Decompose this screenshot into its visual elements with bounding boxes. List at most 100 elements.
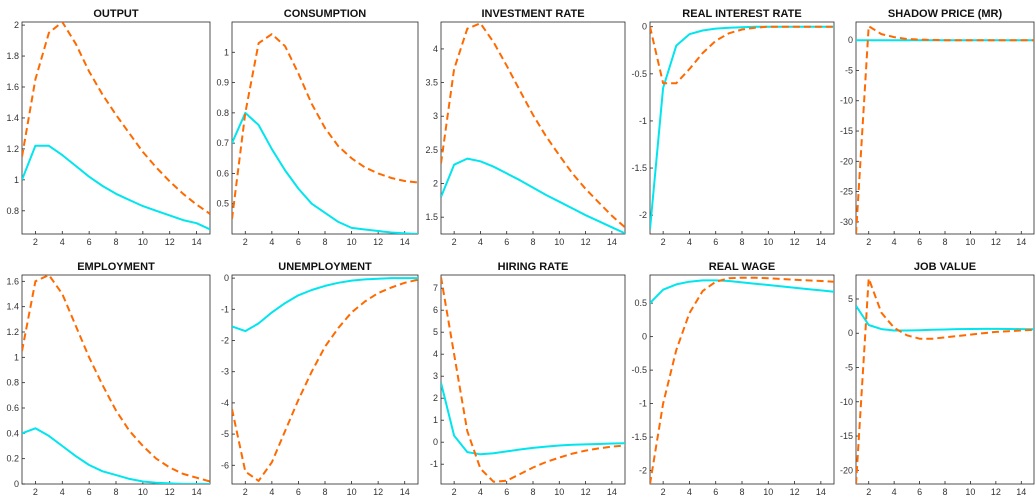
y-tick-label: 0.8	[6, 206, 19, 216]
y-tick-label: -4	[221, 398, 229, 408]
x-tick-label: 14	[1016, 487, 1026, 497]
y-tick-label: 1	[14, 352, 19, 362]
panel-title: CONSUMPTION	[284, 8, 367, 20]
y-tick-label: 0	[14, 479, 19, 489]
x-tick-label: 10	[763, 237, 773, 247]
series-line-solid	[650, 279, 834, 304]
y-tick-label: 0	[642, 22, 647, 32]
y-tick-label: -5	[845, 65, 853, 75]
y-tick-label: -30	[840, 217, 853, 227]
panel-title: HIRING RATE	[498, 261, 569, 273]
series-line-dashed	[232, 33, 418, 220]
panel-title: INVESTMENT RATE	[481, 8, 584, 20]
series-line-solid	[232, 111, 418, 234]
x-tick-label: 6	[504, 237, 509, 247]
y-tick-label: -5	[221, 429, 229, 439]
y-tick-label: 0.6	[6, 403, 19, 413]
axes-frame	[855, 274, 1035, 485]
y-tick-label: -0.5	[631, 365, 647, 375]
y-tick-label: -20	[840, 465, 853, 475]
y-tick-label: 0	[848, 35, 853, 45]
series-line-solid	[856, 305, 1034, 332]
panel-title: SHADOW PRICE (MR)	[888, 8, 1003, 20]
y-tick-label: 0	[224, 273, 229, 283]
y-tick-label: -1	[430, 459, 438, 469]
series-line-dashed	[856, 277, 1034, 484]
x-tick-label: 10	[965, 487, 975, 497]
y-tick-label: 1.6	[6, 82, 19, 92]
x-tick-label: 10	[138, 237, 148, 247]
y-tick-label: 0.4	[6, 428, 19, 438]
y-tick-label: 2	[433, 179, 438, 189]
x-tick-label: 2	[866, 487, 871, 497]
panel-6: UNEMPLOYMENT 2 4 6 8 10 12 14 -6 -5 -4 -3 -2 -1 0	[221, 261, 419, 497]
y-tick-label: -1.5	[631, 163, 647, 173]
x-tick-label: 2	[243, 487, 248, 497]
y-tick-label: 0.5	[216, 199, 229, 209]
y-tick-label: -15	[840, 431, 853, 441]
x-tick-label: 2	[866, 237, 871, 247]
panel-title: REAL INTEREST RATE	[682, 8, 801, 20]
x-tick-label: 4	[60, 237, 65, 247]
y-tick-label: -1	[639, 399, 647, 409]
x-tick-label: 6	[713, 237, 718, 247]
y-tick-label: 6	[433, 305, 438, 315]
x-tick-label: 14	[400, 237, 410, 247]
y-tick-label: 2	[14, 20, 19, 30]
x-tick-label: 2	[33, 237, 38, 247]
panel-2: INVESTMENT RATE 2 4 6 8 10 12 14 1.5 2 2.5 3 3.5 4	[425, 8, 626, 247]
x-tick-label: 2	[243, 237, 248, 247]
series-line-solid	[650, 25, 834, 230]
y-tick-label: 0	[848, 328, 853, 338]
y-tick-label: 1.8	[6, 51, 19, 61]
y-tick-label: 1.5	[425, 212, 438, 222]
x-tick-label: 8	[530, 237, 535, 247]
x-tick-label: 12	[165, 237, 175, 247]
y-tick-label: 7	[433, 283, 438, 293]
x-tick-label: 6	[713, 487, 718, 497]
x-tick-label: 12	[581, 237, 591, 247]
x-tick-label: 10	[554, 487, 564, 497]
panel-title: OUTPUT	[93, 8, 139, 20]
series-line-solid	[22, 144, 210, 231]
x-tick-label: 10	[347, 237, 357, 247]
x-tick-label: 4	[478, 487, 483, 497]
series-line-dashed	[22, 22, 210, 215]
y-tick-label: -10	[840, 397, 853, 407]
y-tick-label: 5	[433, 327, 438, 337]
x-tick-label: 8	[113, 237, 118, 247]
y-tick-label: 3	[433, 111, 438, 121]
panel-title: UNEMPLOYMENT	[278, 261, 372, 273]
x-tick-label: 12	[373, 237, 383, 247]
y-tick-label: -1	[639, 116, 647, 126]
x-tick-label: 8	[942, 487, 947, 497]
y-tick-label: 0	[433, 437, 438, 447]
y-tick-label: 0.6	[216, 168, 229, 178]
panel-4: SHADOW PRICE (MR) 2 4 6 8 10 12 14 -30 -25 -20 -15 -…	[840, 8, 1035, 247]
x-tick-label: 14	[400, 487, 410, 497]
y-tick-label: 0.8	[6, 378, 19, 388]
y-tick-label: -1.5	[631, 432, 647, 442]
y-tick-label: 0.9	[216, 78, 229, 88]
x-tick-label: 8	[739, 487, 744, 497]
series-line-dashed	[22, 275, 210, 483]
x-tick-label: 10	[965, 237, 975, 247]
y-tick-label: 0.8	[216, 108, 229, 118]
x-tick-label: 2	[33, 487, 38, 497]
x-tick-label: 4	[892, 487, 897, 497]
panel-5: EMPLOYMENT 2 4 6 8 10 12 14 0 0.2 0.4 0.6 0.8 1 1.2 1.4…	[6, 261, 211, 497]
x-tick-label: 14	[816, 487, 826, 497]
panel-title: REAL WAGE	[709, 261, 775, 273]
panel-title: EMPLOYMENT	[77, 261, 155, 273]
x-tick-label: 12	[581, 487, 591, 497]
x-tick-label: 8	[530, 487, 535, 497]
y-tick-label: -6	[221, 460, 229, 470]
x-tick-label: 14	[192, 237, 202, 247]
x-tick-label: 6	[917, 487, 922, 497]
series-line-dashed	[650, 25, 834, 85]
y-tick-label: -2	[639, 466, 647, 476]
series-line-solid	[441, 382, 625, 456]
y-tick-label: 1.2	[6, 144, 19, 154]
y-tick-label: 3.5	[425, 78, 438, 88]
